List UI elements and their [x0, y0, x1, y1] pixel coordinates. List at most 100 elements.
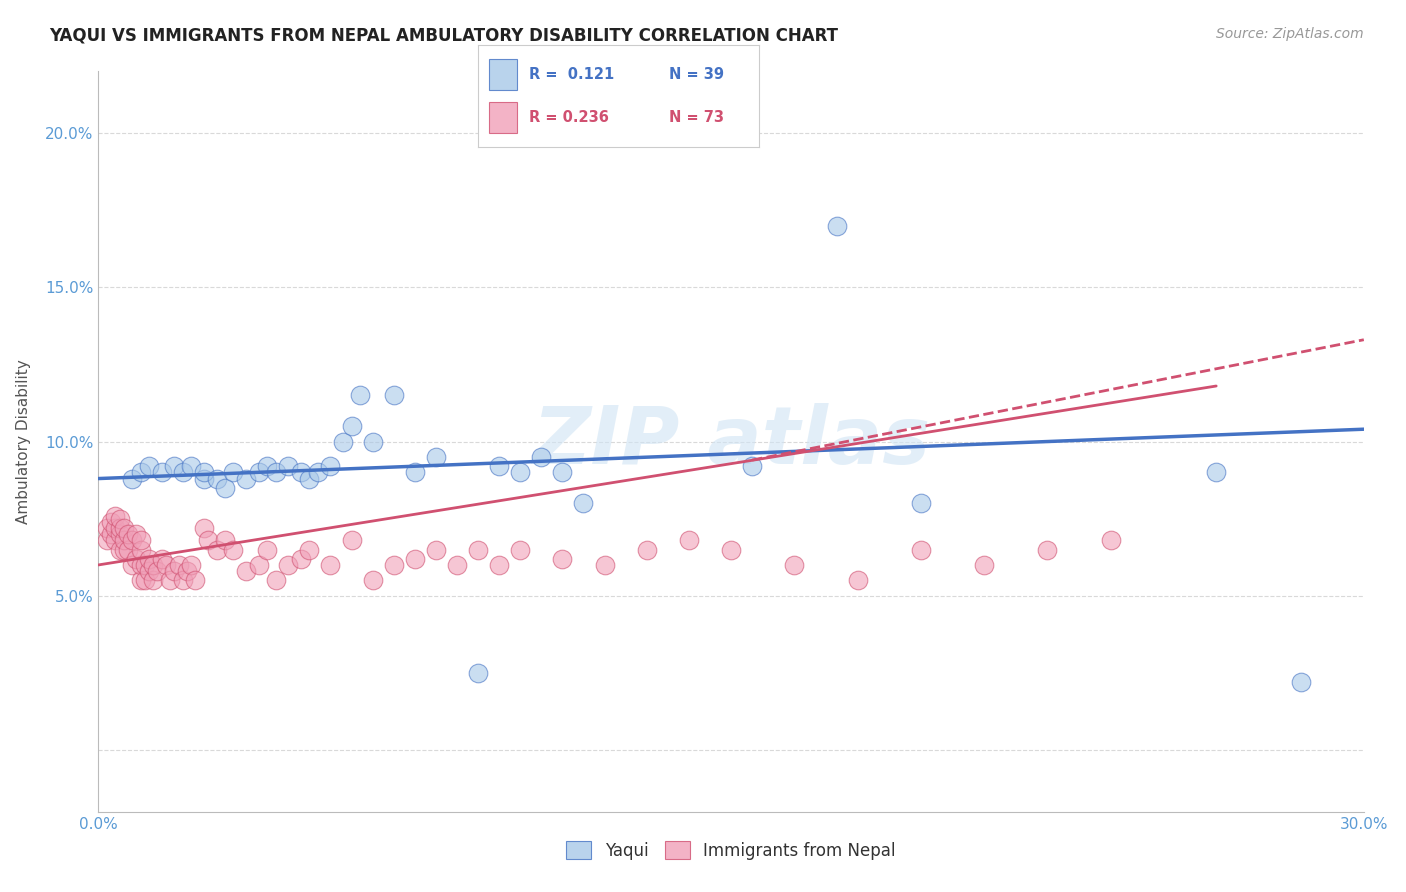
- Point: [100, 527, 122, 541]
- Point: [150, 466, 173, 480]
- Point: [298, 542, 321, 557]
- Point: [108, 542, 131, 557]
- Point: [678, 533, 700, 548]
- Point: [108, 511, 131, 525]
- Point: [488, 459, 510, 474]
- Point: [361, 574, 384, 588]
- Point: [96, 521, 118, 535]
- Point: [636, 542, 658, 557]
- Point: [163, 459, 186, 474]
- Point: [180, 558, 202, 572]
- Point: [180, 459, 202, 474]
- Point: [193, 521, 215, 535]
- Text: N = 39: N = 39: [669, 67, 724, 82]
- Point: [593, 558, 616, 572]
- Point: [104, 521, 127, 535]
- Point: [467, 542, 489, 557]
- Point: [530, 450, 553, 464]
- Point: [134, 574, 156, 588]
- Point: [425, 450, 447, 464]
- Point: [247, 466, 270, 480]
- Text: R = 0.236: R = 0.236: [529, 110, 609, 125]
- Point: [112, 542, 135, 557]
- Point: [382, 558, 405, 572]
- Point: [129, 574, 152, 588]
- Text: ZIP atlas: ZIP atlas: [531, 402, 931, 481]
- Point: [264, 466, 287, 480]
- Legend: Yaqui, Immigrants from Nepal: Yaqui, Immigrants from Nepal: [560, 835, 903, 866]
- Point: [121, 472, 143, 486]
- Point: [163, 564, 186, 578]
- Point: [197, 533, 219, 548]
- Point: [146, 564, 169, 578]
- Point: [235, 472, 257, 486]
- Point: [96, 533, 118, 548]
- Point: [404, 466, 426, 480]
- Point: [846, 574, 869, 588]
- Point: [247, 558, 270, 572]
- Point: [825, 219, 848, 233]
- Point: [910, 496, 932, 510]
- Point: [121, 533, 143, 548]
- Point: [973, 558, 995, 572]
- Point: [307, 466, 329, 480]
- Point: [112, 533, 135, 548]
- Text: N = 73: N = 73: [669, 110, 724, 125]
- Text: Source: ZipAtlas.com: Source: ZipAtlas.com: [1216, 27, 1364, 41]
- FancyBboxPatch shape: [489, 102, 517, 133]
- Text: YAQUI VS IMMIGRANTS FROM NEPAL AMBULATORY DISABILITY CORRELATION CHART: YAQUI VS IMMIGRANTS FROM NEPAL AMBULATOR…: [49, 27, 838, 45]
- Y-axis label: Ambulatory Disability: Ambulatory Disability: [17, 359, 31, 524]
- Point: [193, 472, 215, 486]
- Point: [138, 551, 160, 566]
- Point: [155, 558, 177, 572]
- Point: [572, 496, 595, 510]
- Point: [129, 542, 152, 557]
- Point: [290, 551, 312, 566]
- Point: [783, 558, 806, 572]
- Text: R =  0.121: R = 0.121: [529, 67, 614, 82]
- Point: [910, 542, 932, 557]
- Point: [256, 542, 278, 557]
- Point: [134, 558, 156, 572]
- FancyBboxPatch shape: [489, 59, 517, 90]
- Point: [349, 388, 371, 402]
- Point: [222, 542, 245, 557]
- Point: [100, 515, 122, 529]
- Point: [129, 558, 152, 572]
- Point: [298, 472, 321, 486]
- Point: [172, 574, 194, 588]
- Point: [1289, 675, 1312, 690]
- Point: [176, 564, 198, 578]
- Point: [319, 459, 342, 474]
- Point: [112, 521, 135, 535]
- Point: [117, 542, 139, 557]
- Point: [1205, 466, 1227, 480]
- Point: [277, 459, 299, 474]
- Point: [1036, 542, 1059, 557]
- Point: [129, 533, 152, 548]
- Point: [264, 574, 287, 588]
- Point: [235, 564, 257, 578]
- Point: [104, 508, 127, 523]
- Point: [720, 542, 742, 557]
- Point: [167, 558, 190, 572]
- Point: [332, 434, 354, 449]
- Point: [446, 558, 468, 572]
- Point: [404, 551, 426, 566]
- Point: [117, 527, 139, 541]
- Point: [108, 527, 131, 541]
- Point: [205, 472, 228, 486]
- Point: [340, 533, 363, 548]
- Point: [129, 466, 152, 480]
- Point: [184, 574, 207, 588]
- Point: [142, 574, 165, 588]
- Point: [467, 665, 489, 680]
- Point: [551, 551, 574, 566]
- Point: [159, 574, 181, 588]
- Point: [104, 533, 127, 548]
- Point: [222, 466, 245, 480]
- Point: [319, 558, 342, 572]
- Point: [340, 419, 363, 434]
- Point: [509, 542, 531, 557]
- Point: [205, 542, 228, 557]
